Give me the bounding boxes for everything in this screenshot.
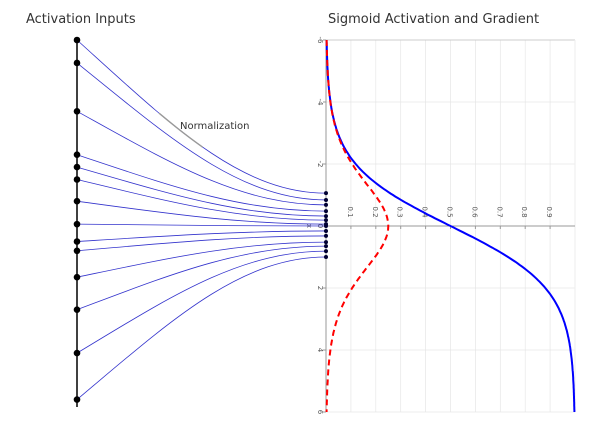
connection-line: [76, 154, 327, 212]
x-tick-label: 4: [316, 348, 324, 353]
input-node: [73, 163, 81, 171]
output-node: [324, 191, 328, 196]
output-node: [324, 255, 328, 259]
input-node: [73, 247, 81, 255]
connection-line: [76, 223, 327, 227]
value-tick-label: 0.2: [371, 206, 379, 217]
output-node: [324, 240, 328, 245]
value-tick-label: 0.1: [346, 206, 354, 217]
normalization-label: Normalization: [180, 121, 250, 132]
input-node: [73, 151, 81, 158]
connection-line: [76, 200, 327, 225]
input-node: [73, 220, 81, 228]
value-tick-label: 0.5: [446, 206, 454, 217]
input-node: [73, 197, 81, 205]
connection-line: [76, 110, 327, 206]
value-tick-label: 0.7: [495, 206, 503, 217]
x-tick-label: 6: [316, 410, 324, 415]
gradient-curve: [325, 40, 390, 412]
output-node: [324, 209, 328, 214]
input-node: [73, 59, 81, 67]
output-node: [324, 228, 328, 233]
connection-line: [76, 179, 327, 221]
input-node: [73, 238, 81, 245]
input-node: [73, 108, 81, 115]
left-title: Activation Inputs: [26, 12, 136, 27]
input-node: [73, 176, 81, 183]
x-tick-label: -4: [316, 99, 324, 107]
connection-line: [76, 241, 327, 278]
input-node: [73, 349, 81, 357]
output-node: [324, 197, 328, 202]
connection-line: [76, 235, 327, 252]
connection-line: [76, 39, 327, 194]
x-tick-label: 2: [316, 286, 324, 290]
right-title: Sigmoid Activation and Gradient: [328, 12, 540, 27]
x-tick-label: -6: [316, 37, 324, 45]
output-node: [324, 224, 328, 228]
x-tick-label: -2: [316, 161, 324, 168]
output-node: [324, 233, 328, 238]
connection-line: [76, 256, 327, 400]
value-tick-label: 0.9: [545, 206, 553, 217]
normalization-highlight: [76, 39, 327, 194]
input-node: [73, 36, 81, 44]
value-tick-label: 0.3: [396, 206, 404, 217]
output-node: [324, 249, 328, 254]
connection-line: [76, 166, 327, 217]
input-node: [73, 306, 81, 314]
output-node: [324, 244, 328, 249]
output-node: [324, 214, 328, 219]
connection-line: [76, 250, 327, 354]
value-tick-label: 0.6: [470, 206, 478, 218]
connection-line: [76, 62, 327, 201]
value-tick-label: 0.8: [520, 206, 528, 217]
input-node: [73, 396, 81, 403]
connection-line: [76, 230, 327, 242]
output-node: [324, 202, 328, 207]
connection-line: [76, 245, 327, 311]
input-node: [73, 273, 81, 281]
output-node: [324, 218, 328, 223]
